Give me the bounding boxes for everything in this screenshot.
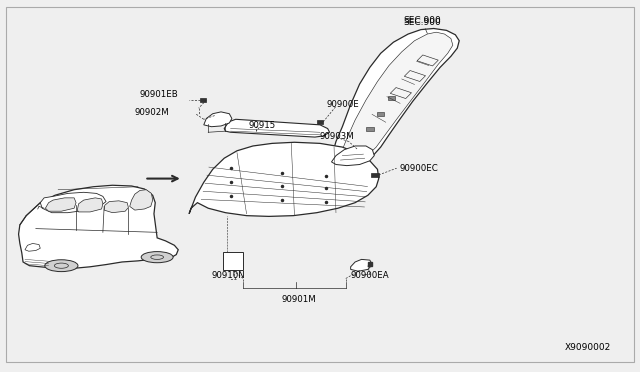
Polygon shape (333, 29, 460, 164)
Polygon shape (204, 112, 232, 127)
Text: 90901M: 90901M (282, 295, 316, 304)
Bar (371, 173, 379, 177)
Bar (223, 252, 243, 270)
Text: 90900EC: 90900EC (400, 164, 438, 173)
Text: 90902M: 90902M (135, 108, 170, 117)
Polygon shape (104, 201, 129, 213)
Text: 90903M: 90903M (320, 132, 355, 141)
Text: 90910N: 90910N (211, 271, 245, 280)
Bar (404, 71, 426, 81)
Polygon shape (224, 119, 330, 137)
Bar (200, 98, 206, 102)
Bar (390, 87, 412, 99)
Polygon shape (19, 185, 178, 268)
Text: 90901EB: 90901EB (140, 90, 179, 99)
Text: SEC.900: SEC.900 (403, 16, 441, 25)
Polygon shape (332, 146, 374, 166)
Bar (417, 55, 438, 66)
Text: X9090002: X9090002 (564, 343, 611, 352)
Polygon shape (77, 198, 103, 212)
Polygon shape (189, 142, 379, 217)
Bar (377, 112, 385, 116)
Bar (388, 96, 396, 100)
Text: 90900EA: 90900EA (351, 271, 389, 280)
Ellipse shape (141, 251, 173, 263)
Polygon shape (342, 32, 453, 160)
Polygon shape (351, 259, 372, 271)
Text: 90915: 90915 (248, 122, 276, 131)
Bar (317, 120, 323, 124)
Polygon shape (130, 190, 153, 210)
Text: SEC.900: SEC.900 (403, 18, 441, 28)
Ellipse shape (45, 260, 78, 272)
Text: 90900E: 90900E (326, 100, 359, 109)
Bar (366, 127, 374, 131)
Polygon shape (45, 198, 76, 211)
Polygon shape (40, 192, 106, 213)
